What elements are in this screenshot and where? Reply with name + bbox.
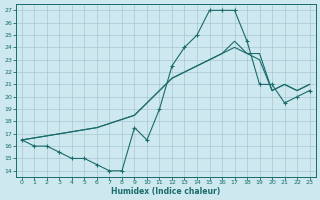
- X-axis label: Humidex (Indice chaleur): Humidex (Indice chaleur): [111, 187, 220, 196]
